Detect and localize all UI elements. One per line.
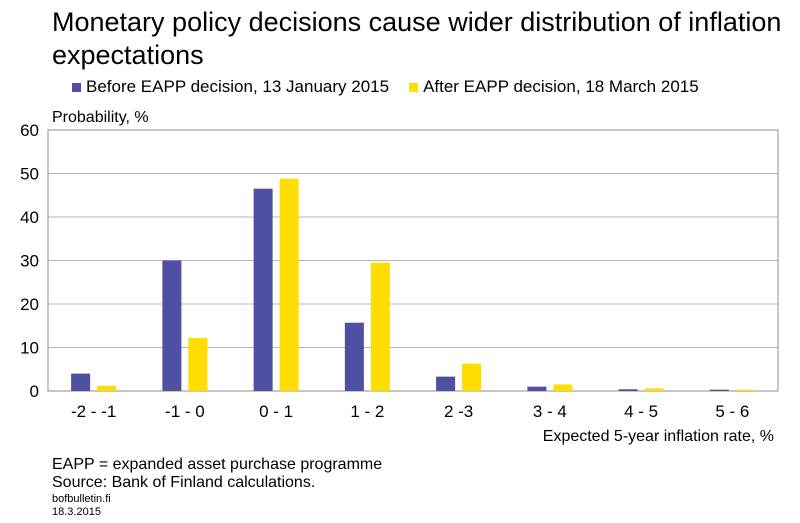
bar-after-4 [462,363,482,391]
bar-before-6 [618,389,638,391]
bar-after-0 [97,385,117,391]
bar-before-1 [162,260,182,391]
legend: Before EAPP decision, 13 January 2015 Af… [72,77,719,97]
y-tick-label: 20 [20,295,39,314]
x-tick-label: 0 - 1 [259,402,293,421]
bar-after-3 [370,262,390,391]
y-tick-label: 40 [20,208,39,227]
legend-label-before: Before EAPP decision, 13 January 2015 [86,77,390,96]
bar-before-3 [344,322,364,391]
abbreviation-note: EAPP = expanded asset purchase programme [52,456,383,473]
publisher-site: bofbulletin.fi [52,493,111,505]
y-tick-label: 10 [20,339,39,358]
x-tick-label: -2 - -1 [71,402,116,421]
y-tick-label: 50 [20,165,39,184]
bar-before-4 [436,376,456,391]
x-tick-label: 3 - 4 [533,402,567,421]
legend-item-after: After EAPP decision, 18 March 2015 [409,77,699,97]
bar-before-0 [71,373,91,391]
bar-after-2 [279,178,299,391]
x-tick-label: 1 - 2 [350,402,384,421]
y-axis-label: Probability, % [52,109,149,126]
legend-swatch-before [72,82,81,92]
legend-swatch-after [409,82,419,92]
x-tick-label: 4 - 5 [624,402,658,421]
chart-title: Monetary policy decisions cause wider di… [52,7,782,70]
x-tick-label: -1 - 0 [165,402,205,421]
y-tick-label: 30 [20,252,39,271]
source-note: Source: Bank of Finland calculations. [52,474,316,491]
x-tick-label: 5 - 6 [715,402,749,421]
bar-before-7 [709,389,729,391]
bar-before-5 [527,386,547,391]
y-tick-label: 0 [30,382,39,401]
publisher-date: 18.3.2015 [52,506,101,518]
x-axis-label: Expected 5-year inflation rate, % [543,428,774,445]
bar-after-7 [735,389,755,391]
bar-after-5 [553,384,573,391]
bar-before-2 [253,188,273,391]
legend-label-after: After EAPP decision, 18 March 2015 [423,77,699,96]
legend-item-before: Before EAPP decision, 13 January 2015 [72,77,389,97]
bar-after-6 [644,388,664,391]
x-tick-label: 2 -3 [444,402,473,421]
bar-after-1 [188,337,208,391]
y-tick-label: 60 [20,121,39,140]
